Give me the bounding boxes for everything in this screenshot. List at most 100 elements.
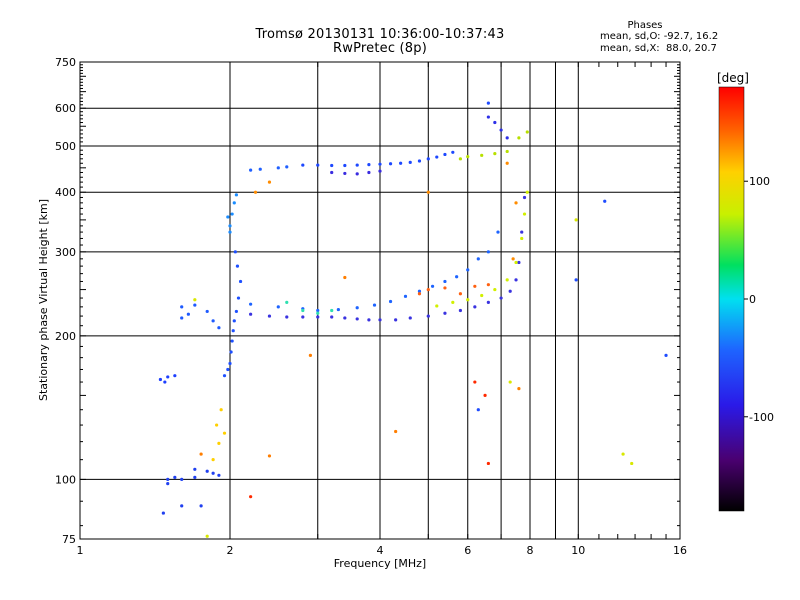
data-point	[480, 293, 484, 298]
data-point	[186, 312, 190, 316]
data-point	[166, 375, 170, 379]
phase-box-title: Phases	[627, 20, 663, 31]
data-point	[520, 230, 524, 234]
data-point	[316, 311, 320, 315]
y-tick-label: 75	[62, 533, 76, 546]
data-point	[211, 319, 215, 323]
data-point	[267, 180, 272, 184]
data-point	[378, 318, 382, 322]
data-point	[517, 260, 521, 265]
data-point	[496, 230, 500, 234]
data-point	[378, 169, 382, 173]
data-point	[520, 236, 524, 241]
data-point	[493, 151, 497, 156]
data-point	[408, 160, 412, 164]
data-point	[249, 302, 253, 306]
data-point	[480, 153, 484, 157]
data-points	[158, 101, 668, 538]
data-point	[517, 387, 521, 391]
data-point	[426, 190, 430, 194]
chart-subtitle: RwPretec (8p)	[333, 41, 427, 56]
data-point	[466, 268, 470, 272]
data-point	[316, 315, 320, 319]
data-point	[228, 224, 232, 228]
data-point	[249, 495, 253, 499]
data-point	[522, 212, 527, 216]
data-point	[451, 150, 455, 154]
data-point	[435, 155, 439, 159]
x-tick-label: 16	[673, 544, 687, 557]
x-tick-label: 10	[571, 544, 585, 557]
y-tick-label: 200	[55, 330, 76, 343]
data-point	[166, 481, 170, 486]
data-point	[180, 316, 184, 320]
data-point	[336, 307, 340, 312]
y-tick-label: 300	[55, 246, 76, 259]
phase-box-o-line: mean, sd,O: -92.7, 16.2	[600, 31, 719, 42]
data-point	[451, 300, 455, 305]
data-point	[426, 157, 430, 161]
data-point	[235, 264, 240, 268]
colorbar-tick-label: 0	[749, 293, 756, 306]
data-point	[205, 469, 209, 473]
data-point	[408, 316, 412, 320]
data-point	[443, 311, 447, 315]
data-point	[476, 408, 480, 412]
data-point	[267, 314, 272, 318]
data-point	[199, 504, 203, 508]
chart-title: Tromsø 20130131 10:36:00-10:37:43	[255, 27, 505, 42]
data-point	[621, 452, 625, 456]
colorbar-ticks: 100 0 -100	[744, 175, 774, 424]
data-point	[417, 289, 422, 293]
colorbar-tick-label: 100	[749, 175, 770, 188]
data-point	[180, 504, 184, 508]
data-point	[217, 441, 221, 445]
data-point	[301, 308, 305, 313]
y-tick-label: 600	[55, 102, 76, 115]
data-point	[426, 314, 430, 318]
data-point	[316, 163, 320, 167]
data-point	[508, 289, 512, 293]
data-point	[343, 163, 347, 168]
data-point	[443, 152, 447, 157]
data-point	[211, 471, 215, 475]
data-point	[180, 477, 184, 482]
data-point	[517, 136, 521, 140]
data-point	[276, 166, 280, 170]
data-point	[486, 101, 490, 105]
data-point	[228, 361, 232, 366]
data-point	[226, 215, 230, 219]
data-point	[316, 308, 320, 313]
data-point	[166, 477, 170, 482]
data-point	[473, 380, 477, 384]
data-point	[458, 292, 463, 296]
data-point	[249, 168, 253, 172]
data-point	[476, 257, 480, 261]
data-point	[230, 339, 234, 343]
data-point	[473, 284, 477, 288]
data-point	[285, 315, 289, 319]
data-point	[455, 275, 459, 279]
data-point	[511, 257, 515, 261]
data-point	[228, 230, 232, 234]
data-point	[230, 212, 234, 216]
data-point	[222, 374, 227, 378]
data-point	[514, 260, 518, 265]
data-point	[211, 458, 215, 462]
data-point	[378, 162, 382, 166]
data-point	[229, 350, 233, 354]
data-point	[399, 161, 403, 165]
data-point	[458, 308, 463, 313]
data-point	[514, 201, 518, 205]
grid-lines	[80, 62, 680, 539]
data-point	[231, 329, 235, 333]
data-point	[301, 163, 305, 167]
colorbar-label: [deg]	[717, 71, 749, 85]
data-point	[486, 300, 490, 305]
data-point	[505, 161, 509, 165]
data-point	[193, 475, 197, 479]
data-point	[483, 393, 487, 398]
data-point	[486, 250, 490, 254]
data-point	[435, 304, 439, 308]
data-point	[343, 316, 347, 320]
